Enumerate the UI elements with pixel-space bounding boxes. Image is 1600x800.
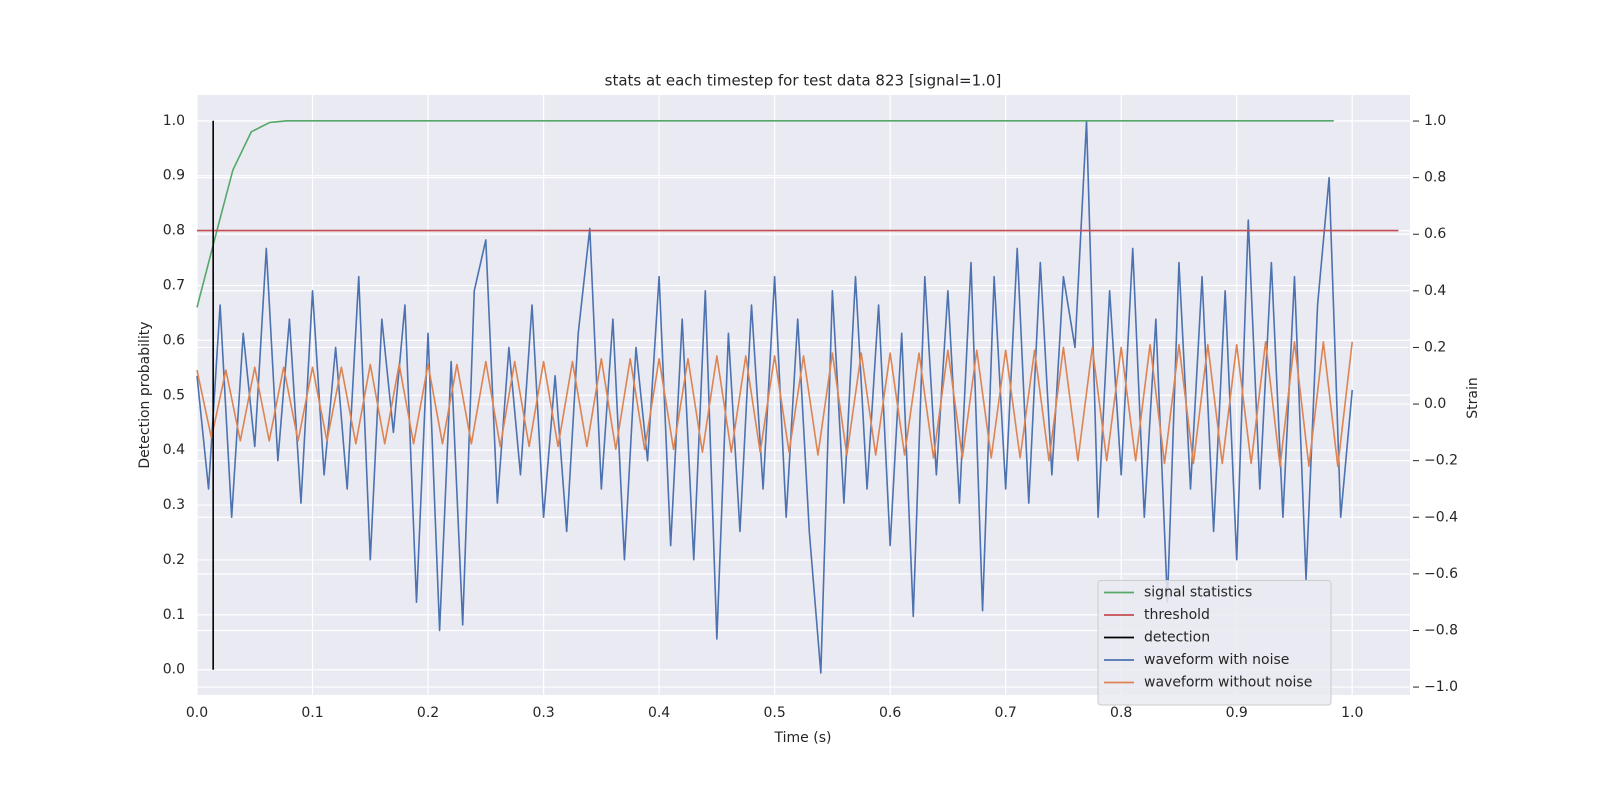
series-line [196, 120, 1354, 674]
y2-tick-label: 0.4 [1424, 283, 1446, 299]
y-tick-label: 0.6 [163, 332, 185, 348]
y-tick-label: 0.2 [163, 552, 185, 568]
legend-label: waveform with noise [1144, 652, 1289, 668]
y2-tick-label: −0.4 [1424, 509, 1458, 525]
x-axis-label: Time (s) [774, 730, 832, 746]
y2-tick-label: 0.6 [1424, 226, 1446, 242]
x-tick-label: 0.5 [763, 705, 785, 721]
legend-box [1097, 580, 1332, 706]
chart-title: stats at each timestep for test data 823… [605, 72, 1002, 90]
x-tick-label: 0.2 [417, 705, 439, 721]
y-tick-label: 0.5 [163, 387, 185, 403]
y2-tick-label: 0.8 [1424, 170, 1446, 186]
y2-tick-label: −0.2 [1424, 453, 1458, 469]
x-tick-label: 0.6 [879, 705, 901, 721]
legend-label: waveform without noise [1144, 675, 1312, 691]
y2-tick-label: 0.0 [1424, 396, 1446, 412]
y2-tick-label: −0.8 [1424, 622, 1458, 638]
y-axis-label: Detection probability [137, 321, 153, 468]
y-tick-label: 0.9 [163, 168, 185, 184]
legend-label: detection [1144, 630, 1210, 646]
legend-label: signal statistics [1144, 585, 1252, 601]
y2-tick-label: −0.6 [1424, 566, 1458, 582]
y-tick-label: 0.1 [163, 607, 185, 623]
series-line [196, 340, 1354, 468]
y2-tick-label: 0.2 [1424, 339, 1446, 355]
y2-axis-label: Strain [1465, 377, 1481, 418]
x-tick-label: 0.8 [1110, 705, 1132, 721]
y-tick-label: 0.4 [163, 442, 185, 458]
y2-tick-label: 1.0 [1424, 113, 1446, 129]
x-tick-label: 1.0 [1341, 705, 1363, 721]
y-tick-label: 1.0 [163, 113, 185, 129]
x-tick-label: 0.7 [995, 705, 1017, 721]
x-tick-label: 0.4 [648, 705, 670, 721]
y-tick-label: 0.7 [163, 277, 185, 293]
x-tick-label: 0.0 [186, 705, 208, 721]
series-line [196, 120, 1334, 308]
y2-tick-label: −1.0 [1424, 679, 1458, 695]
x-tick-label: 0.9 [1226, 705, 1248, 721]
legend: signal statistics threshold detection wavef… [1097, 580, 1332, 706]
x-tick-label: 0.1 [301, 705, 323, 721]
x-tick-label: 0.3 [532, 705, 554, 721]
legend-label: threshold [1144, 607, 1210, 623]
y-tick-label: 0.0 [163, 662, 185, 678]
y-tick-label: 0.8 [163, 223, 185, 239]
y-tick-label: 0.3 [163, 497, 185, 513]
